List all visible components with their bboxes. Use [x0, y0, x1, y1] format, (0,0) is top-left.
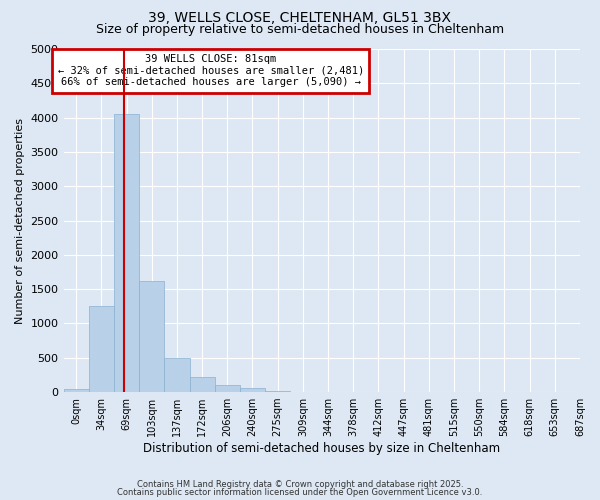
Text: 39, WELLS CLOSE, CHELTENHAM, GL51 3BX: 39, WELLS CLOSE, CHELTENHAM, GL51 3BX — [149, 11, 452, 25]
Bar — [215, 384, 240, 392]
Bar — [265, 390, 290, 392]
Bar — [240, 388, 265, 392]
Bar — [139, 281, 164, 392]
Bar — [89, 306, 114, 392]
Y-axis label: Number of semi-detached properties: Number of semi-detached properties — [15, 118, 25, 324]
Bar — [164, 358, 190, 392]
Bar — [64, 388, 89, 392]
Text: Contains public sector information licensed under the Open Government Licence v3: Contains public sector information licen… — [118, 488, 482, 497]
Bar — [190, 378, 215, 392]
Text: Size of property relative to semi-detached houses in Cheltenham: Size of property relative to semi-detach… — [96, 22, 504, 36]
Bar — [114, 114, 139, 392]
Text: 39 WELLS CLOSE: 81sqm
← 32% of semi-detached houses are smaller (2,481)
66% of s: 39 WELLS CLOSE: 81sqm ← 32% of semi-deta… — [58, 54, 364, 88]
Text: Contains HM Land Registry data © Crown copyright and database right 2025.: Contains HM Land Registry data © Crown c… — [137, 480, 463, 489]
X-axis label: Distribution of semi-detached houses by size in Cheltenham: Distribution of semi-detached houses by … — [143, 442, 500, 455]
